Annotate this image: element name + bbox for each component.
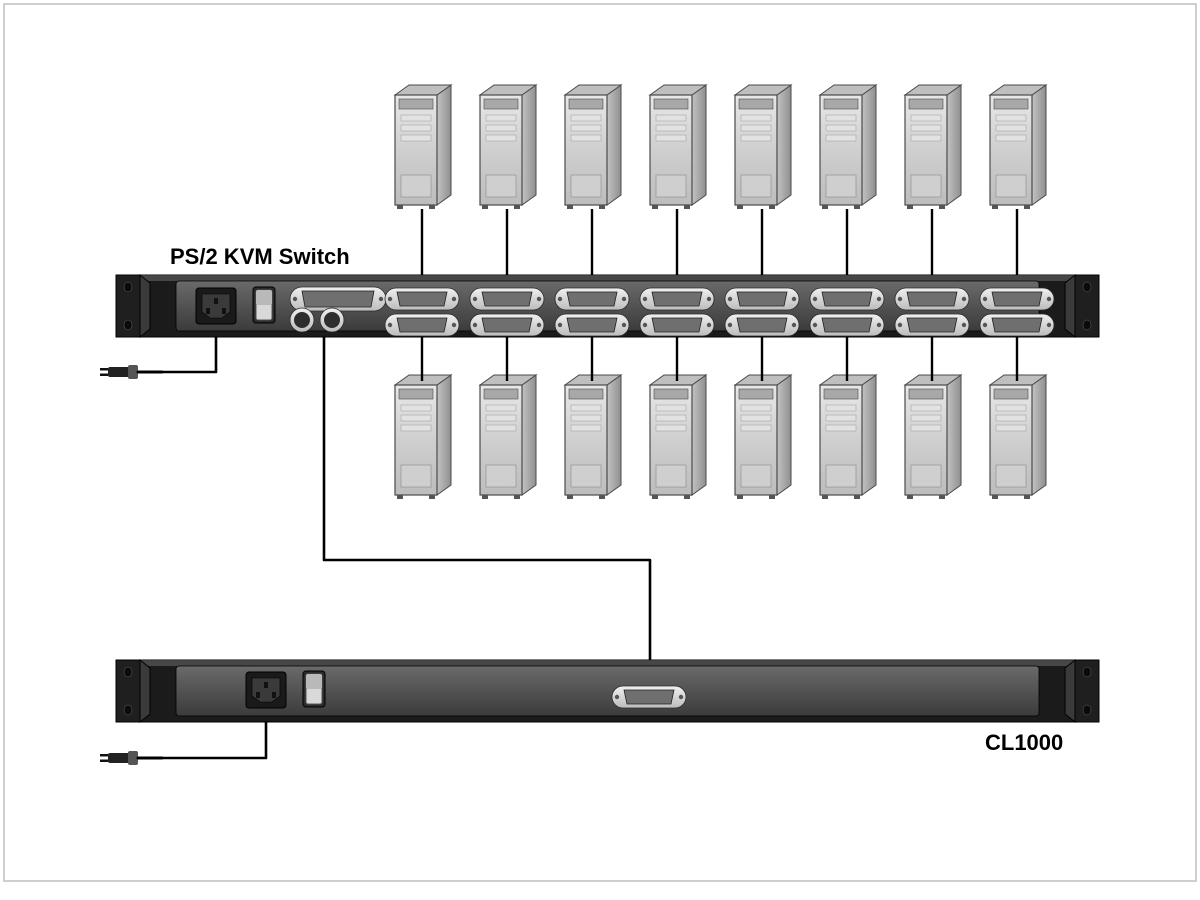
server-bottom-7 (905, 375, 961, 499)
kvm-port-top-5 (725, 288, 799, 310)
server-bottom-3 (565, 375, 621, 499)
kvm-port-top-3 (555, 288, 629, 310)
cl1000-rack-ear-left (116, 660, 150, 722)
kvm-switch-rack-ear-right (1065, 275, 1099, 337)
power-cord-cl1000-plug (100, 751, 162, 765)
cl1000-power-inlet (246, 672, 286, 708)
kvm-port-bottom-3 (555, 314, 629, 336)
power-cord-kvm-plug (100, 365, 162, 379)
server-bottom-6 (820, 375, 876, 499)
server-bottom-1 (395, 375, 451, 499)
cl1000-rack-ear-right (1065, 660, 1099, 722)
kvm-switch-rack-ear-left (116, 275, 150, 337)
cl1000-vga-port (612, 686, 686, 708)
kvm-port-top-1 (385, 288, 459, 310)
kvm-port-bottom-7 (895, 314, 969, 336)
kvm-switch-label: PS/2 KVM Switch (170, 244, 350, 270)
server-bottom-8 (990, 375, 1046, 499)
cl1000-label: CL1000 (985, 730, 1063, 756)
kvm-db25-console-port (290, 287, 386, 311)
kvm-port-bottom-4 (640, 314, 714, 336)
kvm-port-bottom-1 (385, 314, 459, 336)
kvm-port-top-6 (810, 288, 884, 310)
kvm-port-top-2 (470, 288, 544, 310)
kvm-power-switch (253, 287, 275, 323)
server-top-5 (735, 85, 791, 209)
kvm-port-top-7 (895, 288, 969, 310)
kvm-port-bottom-8 (980, 314, 1054, 336)
power-cord-cl1000 (100, 722, 266, 765)
kvm-power-inlet (196, 288, 236, 324)
power-cord-kvm (100, 337, 216, 379)
server-top-2 (480, 85, 536, 209)
cl1000-power-switch (303, 671, 325, 707)
cl1000-rack (116, 660, 1099, 722)
kvm-port-bottom-5 (725, 314, 799, 336)
kvm-ps2-port-2 (320, 308, 344, 332)
server-bottom-5 (735, 375, 791, 499)
server-top-7 (905, 85, 961, 209)
server-top-3 (565, 85, 621, 209)
kvm-port-top-8 (980, 288, 1054, 310)
kvm-switch-rack (116, 275, 1099, 337)
server-top-1 (395, 85, 451, 209)
kvm-port-bottom-6 (810, 314, 884, 336)
kvm-port-top-4 (640, 288, 714, 310)
kvm-ps2-port-1 (290, 308, 314, 332)
diagram-canvas (0, 0, 1200, 900)
server-top-6 (820, 85, 876, 209)
server-top-4 (650, 85, 706, 209)
server-top-8 (990, 85, 1046, 209)
server-bottom-4 (650, 375, 706, 499)
kvm-port-bottom-2 (470, 314, 544, 336)
server-bottom-2 (480, 375, 536, 499)
